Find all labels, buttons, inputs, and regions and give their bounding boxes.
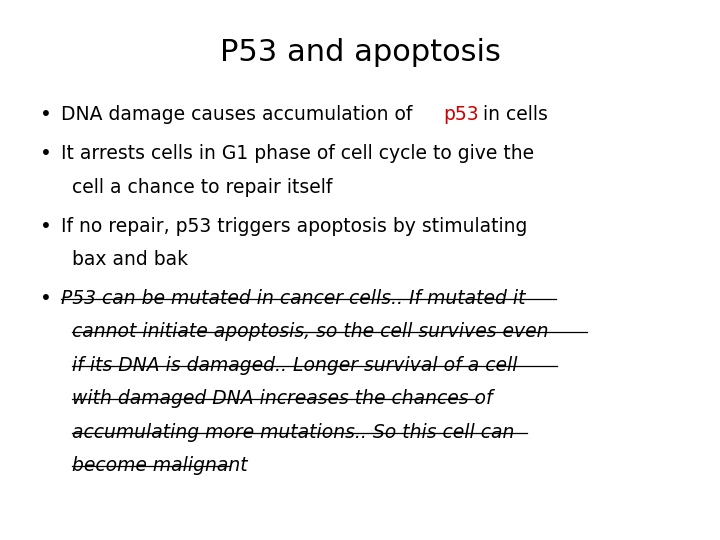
Text: accumulating more mutations.. So this cell can: accumulating more mutations.. So this ce… xyxy=(72,423,514,442)
Text: P53 and apoptosis: P53 and apoptosis xyxy=(220,38,500,67)
Text: •: • xyxy=(40,144,51,163)
Text: If no repair, p53 triggers apoptosis by stimulating: If no repair, p53 triggers apoptosis by … xyxy=(61,217,528,235)
Text: DNA damage causes accumulation of: DNA damage causes accumulation of xyxy=(61,105,418,124)
Text: bax and bak: bax and bak xyxy=(72,250,188,269)
Text: cannot initiate apoptosis, so the cell survives even: cannot initiate apoptosis, so the cell s… xyxy=(72,322,549,341)
Text: in cells: in cells xyxy=(477,105,549,124)
Text: •: • xyxy=(40,289,51,308)
Text: p53: p53 xyxy=(444,105,480,124)
Text: •: • xyxy=(40,217,51,235)
Text: P53 can be mutated in cancer cells.. If mutated it: P53 can be mutated in cancer cells.. If … xyxy=(61,289,526,308)
Text: with damaged DNA increases the chances of: with damaged DNA increases the chances o… xyxy=(72,389,492,408)
Text: •: • xyxy=(40,105,51,124)
Text: cell a chance to repair itself: cell a chance to repair itself xyxy=(72,178,333,197)
Text: become malignant: become malignant xyxy=(72,456,248,475)
Text: if its DNA is damaged.. Longer survival of a cell: if its DNA is damaged.. Longer survival … xyxy=(72,356,518,375)
Text: It arrests cells in G1 phase of cell cycle to give the: It arrests cells in G1 phase of cell cyc… xyxy=(61,144,534,163)
